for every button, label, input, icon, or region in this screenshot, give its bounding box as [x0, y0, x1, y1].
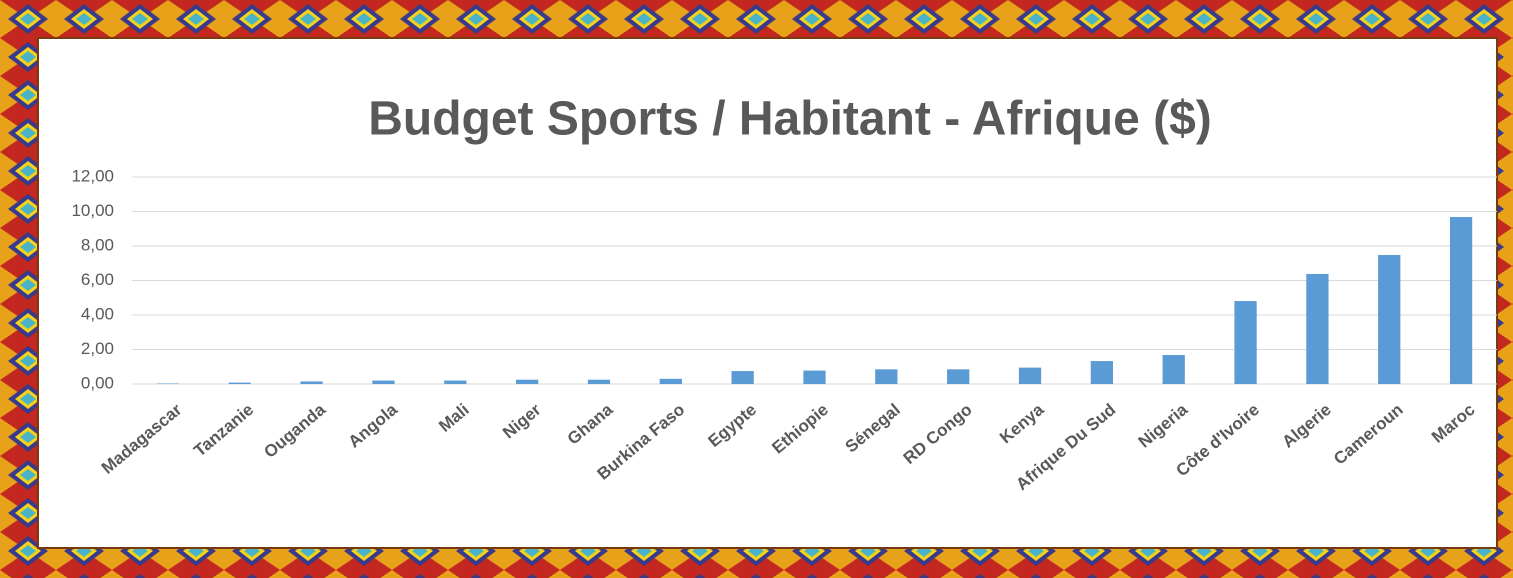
bar: [659, 378, 682, 384]
y-tick-label: 0,00: [81, 373, 114, 392]
bar: [1234, 301, 1257, 384]
chart-title: Budget Sports / Habitant - Afrique ($): [368, 93, 1212, 146]
y-tick-label: 6,00: [81, 270, 114, 289]
bar: [372, 380, 395, 384]
bar: [731, 371, 754, 384]
bar: [1162, 355, 1185, 384]
bar: [803, 370, 826, 384]
y-tick-label: 10,00: [71, 201, 114, 220]
bar: [1378, 254, 1401, 384]
bar: [1018, 367, 1042, 384]
y-tick-label: 2,00: [81, 339, 114, 358]
bar: [444, 380, 467, 384]
bar: [300, 381, 323, 384]
bar: [587, 379, 611, 384]
bar: [947, 369, 970, 384]
bar: [1449, 217, 1473, 384]
chart-area: [37, 37, 1498, 549]
bar: [1090, 361, 1114, 384]
y-tick-label: 4,00: [81, 304, 114, 323]
bar: [875, 369, 898, 384]
bar: [228, 382, 251, 384]
y-tick-label: 8,00: [81, 235, 114, 254]
bar: [1306, 273, 1329, 384]
bar: [156, 383, 180, 384]
bar: [515, 379, 539, 384]
y-tick-label: 12,00: [71, 166, 114, 185]
